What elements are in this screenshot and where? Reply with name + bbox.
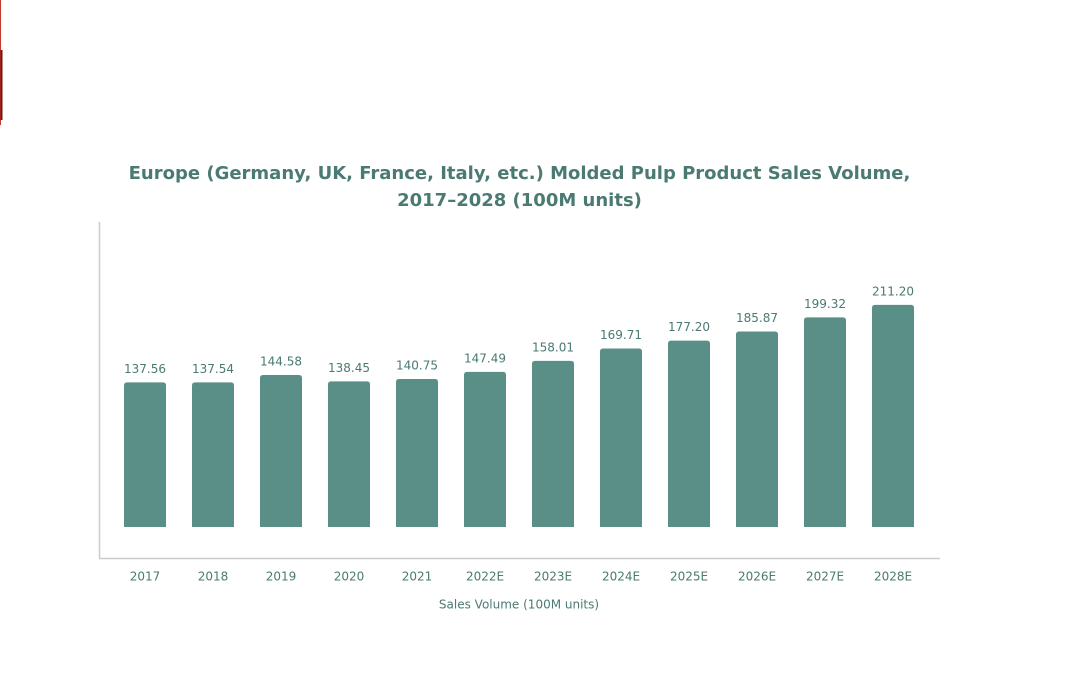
bar — [804, 317, 846, 527]
x-tick-label: 2022E — [466, 570, 504, 584]
x-tick-label: 2028E — [874, 570, 912, 584]
x-tick-label: 2027E — [806, 570, 844, 584]
value-label: 211.20 — [872, 284, 914, 298]
bar — [260, 374, 302, 527]
bar — [124, 382, 166, 527]
x-tick-label: 2021 — [402, 570, 433, 584]
bar — [872, 304, 914, 527]
x-tick-label: 2019 — [266, 570, 297, 584]
bar — [668, 340, 710, 527]
chart-title: Europe (Germany, UK, France, Italy, etc.… — [128, 163, 911, 211]
bar — [532, 360, 574, 527]
x-tick-label: 2020 — [334, 570, 365, 584]
bar — [600, 348, 642, 527]
x-tick-label: 2025E — [670, 570, 708, 584]
value-label: 199.32 — [804, 297, 846, 311]
x-tick-label: 2023E — [534, 570, 572, 584]
value-label: 137.56 — [124, 362, 166, 376]
value-label: 140.75 — [396, 358, 438, 372]
value-label: 177.20 — [668, 320, 710, 334]
bar — [464, 371, 506, 527]
value-label: 144.58 — [260, 354, 302, 368]
bar — [328, 381, 370, 527]
x-tick-label: 2024E — [602, 570, 640, 584]
x-tick-label: 2018 — [198, 570, 229, 584]
value-label: 158.01 — [532, 340, 574, 354]
bar — [192, 382, 234, 527]
bar — [396, 378, 438, 527]
bar — [736, 331, 778, 527]
value-label: 147.49 — [464, 351, 506, 365]
value-label: 137.54 — [192, 362, 234, 376]
x-tick-label: 2026E — [738, 570, 776, 584]
value-label: 169.71 — [600, 328, 642, 342]
x-axis-label: Sales Volume (100M units) — [439, 598, 599, 612]
x-tick-label: 2017 — [130, 570, 161, 584]
value-label: 185.87 — [736, 311, 778, 325]
value-label: 138.45 — [328, 361, 370, 375]
